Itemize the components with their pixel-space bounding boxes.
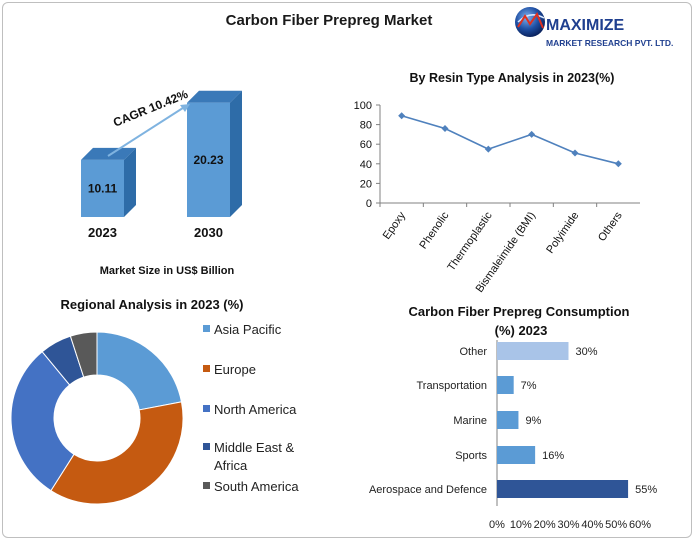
resin-x-tick-label: Epoxy <box>381 209 409 241</box>
legend-swatch <box>203 482 210 489</box>
consumption-value-label: 55% <box>635 484 657 496</box>
resin-y-tick-label: 60 <box>360 139 372 151</box>
regional-donut-chart: Regional Analysis in 2023 (%) Asia Pacif… <box>10 297 299 505</box>
legend-label: Africa <box>214 458 248 473</box>
legend-label: Middle East & <box>214 440 295 455</box>
resin-x-tick-label: Thermoplastic <box>445 209 495 273</box>
consumption-value-label: 7% <box>521 380 537 392</box>
consumption-category-label: Marine <box>453 415 487 427</box>
resin-series-line <box>401 115 619 165</box>
resin-y-tick-label: 20 <box>360 178 372 190</box>
consumption-value-label: 9% <box>525 415 541 427</box>
consumption-x-tick-label: 0% <box>489 519 505 531</box>
market-bar-year-label: 2030 <box>194 225 223 240</box>
market-bar-year-label: 2023 <box>88 225 117 240</box>
logo-name: MAXIMIZE <box>546 17 625 34</box>
logo-m-mark <box>517 11 544 29</box>
resin-x-tick-label: Phenolic <box>417 209 451 251</box>
legend-label: South America <box>214 479 299 494</box>
resin-y-tick-label: 100 <box>354 100 372 112</box>
resin-y-tick-label: 40 <box>360 159 372 171</box>
consumption-bar <box>497 446 536 464</box>
market-bar-top <box>187 90 242 103</box>
legend-swatch <box>203 405 210 412</box>
consumption-chart-title-line1: Carbon Fiber Prepreg Consumption <box>408 304 629 319</box>
consumption-bar <box>497 376 514 394</box>
consumption-bar <box>497 342 569 360</box>
consumption-x-tick-label: 60% <box>629 519 651 531</box>
legend-label: Europe <box>214 362 256 377</box>
consumption-category-label: Sports <box>455 450 487 462</box>
donut-slice <box>96 331 183 411</box>
cagr-arrowhead-icon <box>180 104 190 112</box>
page-title: Carbon Fiber Prepreg Market <box>226 12 433 29</box>
legend-label: North America <box>214 402 297 417</box>
consumption-x-tick-label: 30% <box>557 519 579 531</box>
logo-tagline: MARKET RESEARCH PVT. LTD. <box>546 38 673 48</box>
consumption-value-label: 30% <box>576 346 598 358</box>
globe-swoosh-icon <box>517 14 545 23</box>
market-bar-value-label: 20.23 <box>193 153 223 167</box>
legend-swatch <box>203 365 210 372</box>
legend-swatch <box>203 325 210 332</box>
resin-x-tick-label: Others <box>596 209 625 243</box>
donut-slice <box>50 401 184 505</box>
resin-x-tick-label: Polyimide <box>544 210 581 256</box>
resin-data-point <box>441 125 449 133</box>
legend-swatch <box>203 443 210 450</box>
resin-data-point <box>528 130 536 138</box>
consumption-chart-title-line2: (%) 2023 <box>495 323 548 338</box>
market-bar-top <box>81 147 136 160</box>
company-logo: MAXIMIZE MARKET RESEARCH PVT. LTD. <box>515 7 673 48</box>
cagr-label: CAGR 10.42% <box>111 87 190 130</box>
consumption-category-label: Transportation <box>416 380 487 392</box>
market-bar <box>187 102 230 217</box>
region-chart-title: Regional Analysis in 2023 (%) <box>60 297 243 312</box>
consumption-x-tick-label: 50% <box>605 519 627 531</box>
consumption-x-tick-label: 40% <box>581 519 603 531</box>
resin-data-point <box>571 149 579 157</box>
consumption-x-tick-label: 10% <box>510 519 532 531</box>
market-bar-value-label: 10.11 <box>88 181 118 195</box>
cagr-arrow <box>107 105 187 157</box>
resin-chart-title: By Resin Type Analysis in 2023(%) <box>410 71 615 85</box>
resin-data-point <box>614 160 622 168</box>
consumption-category-label: Aerospace and Defence <box>369 484 487 496</box>
resin-data-point <box>398 112 406 120</box>
legend-label: Asia Pacific <box>214 322 282 337</box>
market-size-chart: 10.11 2023 20.23 2030 CAGR 10.42% Market Si… <box>81 87 242 277</box>
resin-y-tick-label: 80 <box>360 120 372 132</box>
consumption-value-label: 16% <box>542 450 564 462</box>
market-bar <box>81 159 124 217</box>
market-bar-side <box>230 90 242 217</box>
donut-slice <box>10 351 75 492</box>
resin-y-tick-label: 0 <box>366 198 372 210</box>
consumption-bar-chart: Carbon Fiber Prepreg Consumption (%) 202… <box>369 304 657 531</box>
donut-slice <box>69 331 98 378</box>
market-size-caption: Market Size in US$ Billion <box>100 265 235 277</box>
consumption-bar <box>497 411 519 429</box>
consumption-bar <box>497 480 629 498</box>
resin-data-point <box>484 145 492 153</box>
consumption-category-label: Other <box>459 346 487 358</box>
market-bar-side <box>124 147 136 217</box>
consumption-x-tick-label: 20% <box>534 519 556 531</box>
resin-type-chart: By Resin Type Analysis in 2023(%) 0 20 40 6… <box>354 71 640 295</box>
